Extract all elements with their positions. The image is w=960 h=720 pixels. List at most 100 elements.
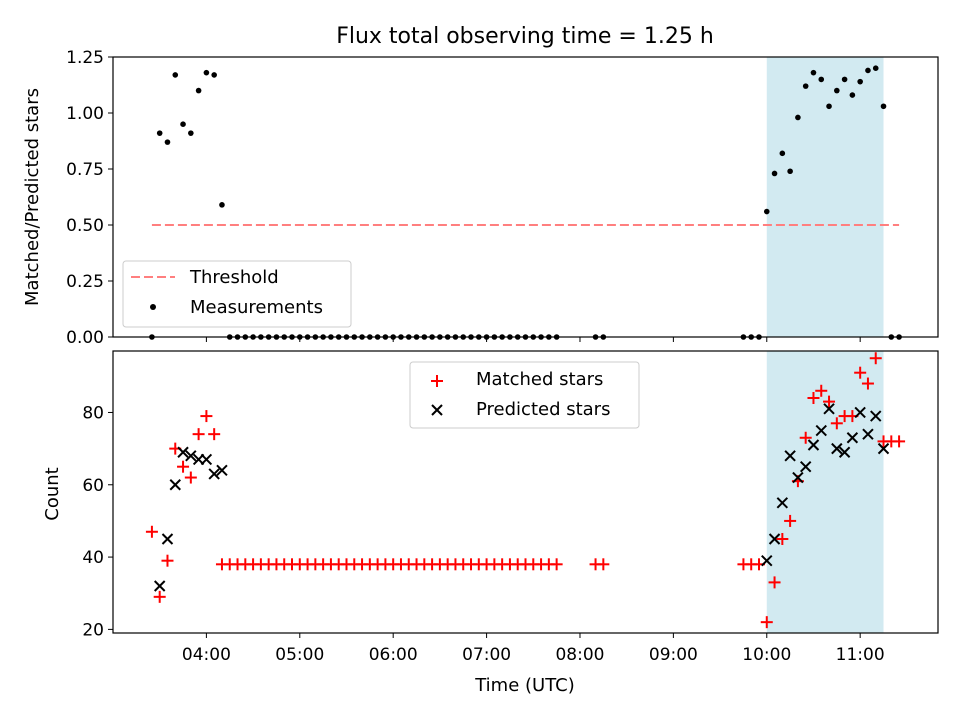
bottom-y-tick-label: 20 bbox=[82, 620, 104, 640]
legend-measurements-swatch bbox=[150, 304, 156, 310]
predicted-star-point bbox=[216, 464, 228, 477]
predicted-star-point bbox=[161, 533, 174, 545]
x-tick-label: 09:00 bbox=[649, 645, 698, 665]
predicted-star-point bbox=[153, 580, 166, 592]
top-panel: 0.00 0.25 0.50 0.75 1.00 1.25 Matched/Predict… bbox=[22, 48, 939, 348]
matched-star-point bbox=[861, 377, 874, 390]
predicted-star-mark-b bbox=[877, 442, 890, 455]
predicted-star-mark-b bbox=[846, 432, 859, 444]
matched-star-point bbox=[823, 395, 836, 408]
predicted-star-mark-b bbox=[854, 406, 866, 419]
measurement-point bbox=[834, 87, 840, 94]
matched-star-point bbox=[200, 410, 213, 423]
matched-star-point bbox=[177, 460, 190, 473]
predicted-star-mark-b bbox=[177, 446, 189, 458]
x-tick-label: 11:00 bbox=[836, 645, 885, 665]
bottom-shaded-span bbox=[766, 351, 884, 633]
measurement-point bbox=[787, 168, 793, 175]
x-tick-label: 06:00 bbox=[369, 645, 418, 665]
top-y-tick-label: 0.75 bbox=[66, 160, 104, 180]
legend-threshold-label: Threshold bbox=[189, 267, 279, 288]
measurement-point bbox=[849, 92, 856, 98]
predicted-star-mark-b bbox=[870, 410, 882, 422]
predicted-star-point bbox=[823, 403, 835, 415]
bottom-legend-box bbox=[409, 361, 640, 429]
predicted-star-mark-b bbox=[799, 460, 812, 473]
matched-star-point bbox=[830, 417, 843, 430]
matched-star-point bbox=[807, 392, 820, 404]
matched-star-point bbox=[550, 558, 563, 571]
x-tick-label: 05:00 bbox=[275, 645, 324, 665]
predicted-star-mark-b bbox=[862, 428, 874, 440]
top-y-tick-label: 0.25 bbox=[66, 272, 104, 292]
measurement-point bbox=[211, 72, 217, 78]
top-legend: Threshold Measurements bbox=[122, 260, 352, 328]
predicted-star-mark-b bbox=[784, 450, 796, 462]
top-y-tick-label: 1.00 bbox=[66, 104, 104, 124]
measurement-point bbox=[810, 69, 817, 76]
matched-star-point bbox=[208, 428, 221, 441]
predicted-star-point bbox=[768, 533, 781, 545]
predicted-star-point bbox=[838, 446, 851, 458]
measurement-point bbox=[880, 103, 887, 110]
bottom-y-tick-label: 40 bbox=[82, 548, 104, 568]
measurement-point bbox=[219, 202, 225, 208]
matched-star-point bbox=[799, 431, 812, 444]
matched-star-point bbox=[760, 616, 773, 629]
top-shaded-span bbox=[766, 57, 884, 337]
x-tick-label: 10:00 bbox=[742, 645, 791, 665]
measurement-point bbox=[164, 139, 171, 145]
measurement-point bbox=[188, 130, 194, 136]
legend-measurements-label: Measurements bbox=[190, 297, 323, 318]
predicted-star-point bbox=[799, 460, 812, 473]
predicted-star-mark-b bbox=[185, 450, 197, 462]
bottom-y-axis-label: Count bbox=[42, 467, 63, 520]
measurement-point bbox=[779, 150, 786, 157]
predicted-star-mark-b bbox=[200, 453, 213, 466]
predicted-star-mark-b bbox=[208, 468, 220, 480]
matched-star-point bbox=[192, 428, 205, 441]
predicted-star-point bbox=[862, 428, 874, 440]
predicted-star-point bbox=[169, 479, 181, 491]
predicted-star-mark-b bbox=[161, 533, 174, 545]
bottom-y-tick-label: 80 bbox=[82, 403, 104, 423]
predicted-star-mark-b bbox=[776, 497, 789, 509]
predicted-star-point bbox=[200, 453, 213, 466]
top-y-tick-label: 0.50 bbox=[66, 216, 104, 236]
measurement-point bbox=[763, 208, 770, 215]
measurement-point bbox=[795, 114, 801, 121]
predicted-star-point bbox=[208, 468, 220, 480]
predicted-star-point bbox=[776, 497, 789, 509]
matched-star-point bbox=[784, 514, 797, 527]
predicted-star-mark-b bbox=[153, 580, 166, 592]
measurement-point bbox=[872, 65, 879, 71]
legend-predicted-swatch bbox=[431, 404, 443, 416]
predicted-star-mark-b bbox=[169, 479, 181, 491]
x-tick-label: 07:00 bbox=[462, 645, 511, 665]
matched-star-point bbox=[145, 525, 158, 538]
measurement-point bbox=[172, 72, 179, 78]
x-tick-label: 08:00 bbox=[555, 645, 604, 665]
matched-star-point bbox=[768, 576, 781, 589]
predicted-star-mark-b bbox=[838, 446, 851, 458]
matched-star-point bbox=[815, 384, 828, 397]
predicted-star-point bbox=[807, 439, 820, 451]
matched-star-point bbox=[184, 471, 197, 484]
predicted-star-mark-b bbox=[823, 403, 835, 415]
x-tick-label: 04:00 bbox=[182, 645, 231, 665]
predicted-star-mark-b bbox=[815, 424, 827, 437]
predicted-star-point bbox=[177, 446, 189, 458]
top-y-tick-label: 1.25 bbox=[66, 48, 104, 68]
predicted-star-point bbox=[831, 442, 843, 455]
x-axis-label: Time (UTC) bbox=[474, 675, 575, 696]
matched-star-point bbox=[893, 435, 906, 448]
legend-predicted-label: Predicted stars bbox=[476, 399, 610, 420]
bottom-plot-frame bbox=[112, 350, 939, 634]
measurement-point bbox=[826, 103, 832, 110]
predicted-star-point bbox=[854, 406, 866, 419]
bottom-panel: 20 40 60 80 04:00 05:00 06:00 07:00 08:00 09:00 1… bbox=[42, 350, 939, 696]
matched-star-point bbox=[161, 554, 174, 567]
measurement-point bbox=[156, 130, 163, 136]
predicted-star-mark-b bbox=[807, 439, 820, 451]
